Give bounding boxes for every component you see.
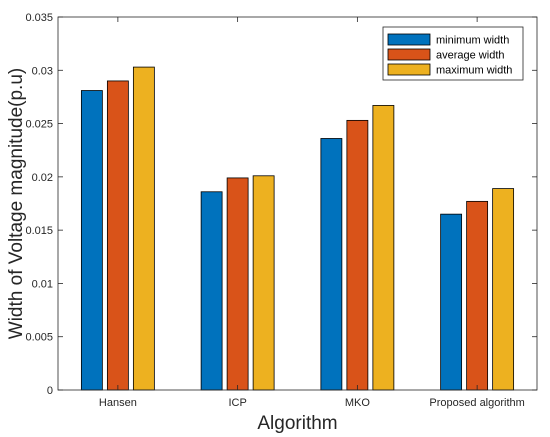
bar-average-width-hansen — [106, 80, 129, 391]
y-tick-label: 0.025 — [25, 119, 53, 131]
legend-swatch — [387, 33, 431, 46]
x-tick-label: ICP — [228, 397, 246, 409]
x-tick-label: Proposed algorithm — [429, 397, 524, 409]
legend-label: minimum width — [436, 35, 509, 47]
legend-swatch — [387, 63, 431, 76]
bar-average-width-proposed-algorithm — [466, 200, 489, 391]
bar-maximum-width-mko — [372, 105, 395, 391]
y-tick-label: 0.02 — [32, 172, 53, 184]
bar-maximum-width-proposed-algorithm — [492, 188, 515, 391]
bar-minimum-width-proposed-algorithm — [440, 213, 463, 391]
bar-minimum-width-mko — [320, 138, 343, 391]
legend: minimum width average width maximum width — [382, 26, 524, 81]
legend-swatch — [387, 48, 431, 61]
bar-minimum-width-hansen — [80, 90, 103, 391]
legend-label: maximum width — [436, 65, 512, 77]
plot-frame — [57, 16, 538, 391]
bar-average-width-icp — [226, 177, 249, 391]
y-tick-label: 0.035 — [25, 12, 53, 24]
bar-maximum-width-icp — [252, 175, 275, 391]
bar-maximum-width-hansen — [132, 66, 155, 391]
y-axis-label: Width of Voltage magnitude(p.u) — [6, 68, 27, 339]
y-tick-label: 0.015 — [25, 225, 53, 237]
y-tick-label: 0.005 — [25, 332, 53, 344]
legend-label: average width — [436, 50, 505, 62]
y-tick-label: 0 — [47, 385, 53, 397]
bars-group — [80, 66, 515, 391]
x-axis-label: Algorithm — [257, 413, 337, 434]
y-tick-label: 0.01 — [32, 278, 53, 290]
x-tick-label: Hansen — [99, 397, 137, 409]
bar-minimum-width-icp — [200, 191, 223, 391]
bar-average-width-mko — [346, 119, 369, 391]
x-tick-label: MKO — [345, 397, 371, 409]
y-tick-label: 0.03 — [32, 65, 53, 77]
y-axis-ticks: 0 0.005 0.01 0.015 0.02 0.025 0.03 0.035 — [25, 12, 537, 397]
x-axis-ticks: Hansen ICP MKO Proposed algorithm — [99, 17, 525, 409]
